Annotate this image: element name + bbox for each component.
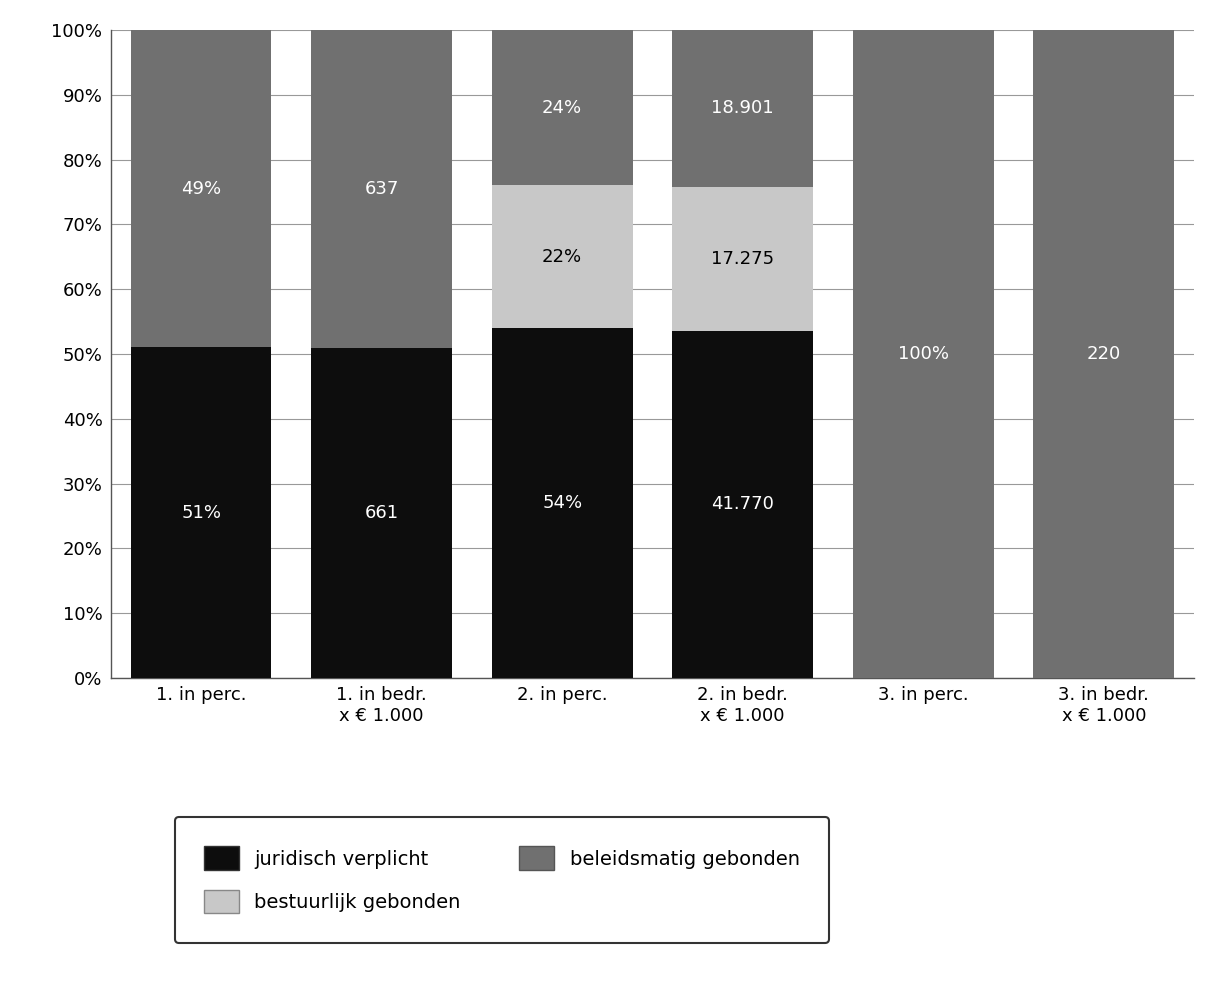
Bar — [672, 187, 814, 331]
Bar — [491, 30, 633, 185]
Text: 51%: 51% — [181, 503, 222, 521]
Text: 220: 220 — [1087, 345, 1121, 363]
Bar — [1033, 30, 1174, 678]
Text: 54%: 54% — [542, 494, 582, 512]
Text: 41.770: 41.770 — [712, 496, 774, 513]
Bar — [672, 331, 814, 678]
Text: 24%: 24% — [542, 99, 582, 117]
Bar — [130, 348, 272, 678]
Bar — [853, 30, 993, 678]
Text: 17.275: 17.275 — [712, 250, 774, 268]
Text: 49%: 49% — [181, 179, 222, 197]
Legend: juridisch verplicht, bestuurlijk gebonden, beleidsmatig gebonden: juridisch verplicht, bestuurlijk gebonde… — [175, 818, 828, 942]
Bar — [311, 30, 452, 348]
Text: 100%: 100% — [897, 345, 949, 363]
Bar — [491, 185, 633, 328]
Text: 22%: 22% — [542, 247, 582, 266]
Bar — [130, 30, 272, 348]
Bar — [491, 328, 633, 678]
Text: 18.901: 18.901 — [712, 100, 774, 118]
Bar — [672, 30, 814, 187]
Bar — [311, 348, 452, 678]
Text: 661: 661 — [364, 503, 399, 522]
Text: 637: 637 — [364, 179, 399, 198]
